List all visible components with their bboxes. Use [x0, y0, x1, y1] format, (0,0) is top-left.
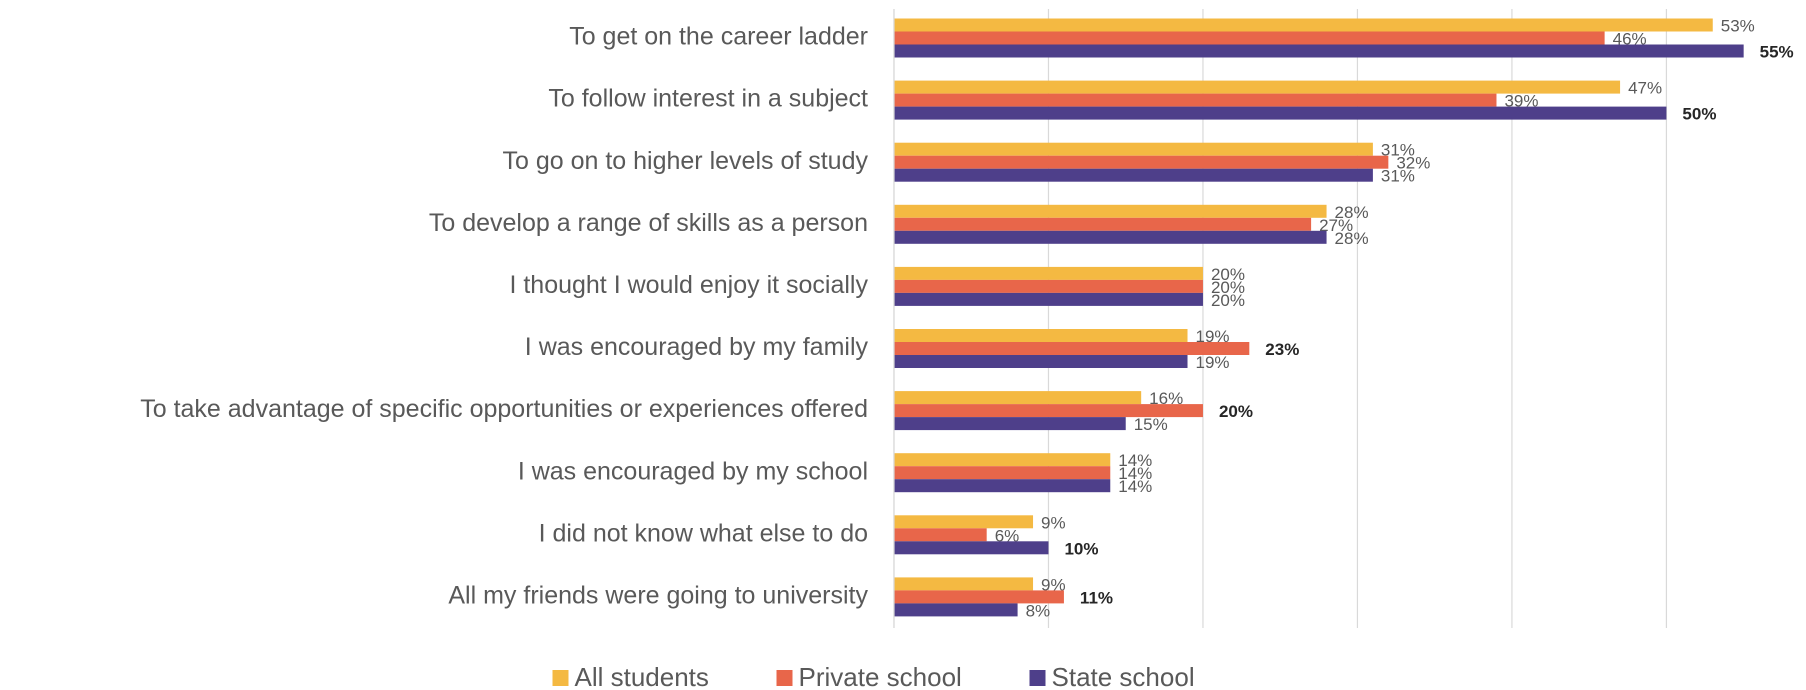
data-label: 31%: [1381, 141, 1415, 160]
data-label: 9%: [1041, 513, 1066, 532]
data-label: 19%: [1196, 353, 1230, 372]
data-label: 20%: [1211, 291, 1245, 310]
data-label: 50%: [1682, 105, 1716, 124]
category-label: To take advantage of specific opportunit…: [140, 395, 868, 423]
bar: [894, 155, 1389, 169]
data-label: 27%: [1319, 216, 1353, 235]
bar: [894, 168, 1373, 182]
data-label: 32%: [1396, 154, 1430, 173]
bar: [894, 515, 1034, 529]
bar: [894, 577, 1034, 591]
bar: [894, 466, 1111, 480]
bar: [894, 142, 1373, 156]
bar: [894, 417, 1126, 431]
bar: [894, 106, 1667, 120]
category-label: I did not know what else to do: [539, 519, 868, 547]
data-label: 20%: [1211, 278, 1245, 297]
data-label: 20%: [1219, 402, 1253, 421]
bar: [894, 453, 1111, 467]
bar: [894, 355, 1188, 368]
data-label: 39%: [1504, 92, 1538, 111]
bar: [894, 230, 1327, 244]
data-label: 14%: [1118, 451, 1152, 470]
legend-swatch: [776, 670, 793, 686]
data-label: 46%: [1613, 29, 1647, 48]
data-label: 28%: [1335, 229, 1369, 248]
bar: [894, 204, 1327, 218]
bar: [894, 266, 1203, 280]
data-label: 28%: [1335, 203, 1369, 222]
category-label: All my friends were going to university: [448, 582, 868, 610]
bar: [894, 590, 1064, 604]
category-label: To go on to higher levels of study: [502, 147, 868, 175]
category-label: I was encouraged by my family: [525, 333, 869, 361]
bar: [894, 292, 1203, 306]
bar: [894, 391, 1142, 405]
data-label: 15%: [1134, 415, 1168, 434]
data-label: 19%: [1196, 327, 1230, 346]
bar: [894, 528, 987, 542]
category-label: To follow interest in a subject: [548, 85, 868, 113]
bar: [894, 18, 1713, 32]
bar: [894, 93, 1497, 107]
data-label: 53%: [1721, 16, 1755, 35]
data-label: 14%: [1118, 464, 1152, 483]
data-label: 23%: [1265, 340, 1299, 359]
data-label: 16%: [1149, 389, 1183, 408]
category-label: To develop a range of skills as a person: [429, 209, 868, 237]
bar: [894, 603, 1018, 617]
bar: [894, 31, 1605, 45]
data-label: 9%: [1041, 575, 1066, 594]
data-label: 31%: [1381, 167, 1415, 186]
category-label: I thought I would enjoy it socially: [509, 271, 868, 299]
data-label: 10%: [1064, 539, 1098, 558]
legend-label: Private school: [799, 662, 962, 690]
legend-label: State school: [1052, 662, 1195, 690]
category-label: I was encouraged by my school: [518, 457, 868, 485]
bar: [894, 80, 1621, 94]
bar: [894, 44, 1744, 58]
category-label: To get on the career ladder: [569, 23, 868, 51]
bar: [894, 329, 1188, 342]
bar: [894, 479, 1111, 493]
data-label: 55%: [1760, 42, 1794, 61]
bar: [894, 404, 1203, 418]
data-label: 47%: [1628, 79, 1662, 98]
data-label: 14%: [1118, 477, 1152, 496]
data-label: 8%: [1026, 601, 1051, 620]
legend-label: All students: [575, 662, 709, 690]
data-label: 20%: [1211, 265, 1245, 284]
bar: [894, 217, 1312, 231]
legend-swatch: [1029, 670, 1046, 686]
bar: [894, 342, 1250, 355]
legend-swatch: [552, 670, 569, 686]
data-label: 11%: [1080, 588, 1113, 607]
data-label: 6%: [995, 526, 1020, 545]
bar: [894, 541, 1049, 555]
bar: [894, 279, 1203, 293]
